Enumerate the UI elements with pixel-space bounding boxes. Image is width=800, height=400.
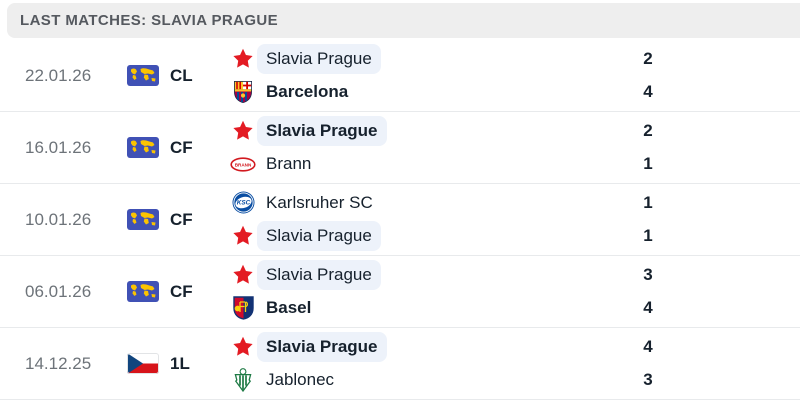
basel-logo — [230, 295, 256, 321]
match-row[interactable]: 06.01.26 CF Slavia Prague Basel 3 4 — [0, 256, 800, 328]
team-score: 4 — [643, 298, 653, 318]
karlsruher-sc-logo — [230, 190, 256, 216]
team-score: 2 — [643, 120, 653, 140]
match-teams: Karlsruher SC Slavia Prague — [230, 184, 628, 255]
match-row[interactable]: 22.01.26 CL Slavia Prague Barcelona 2 4 — [0, 40, 800, 112]
match-row[interactable]: 10.01.26 CF Karlsruher SC Slavia Prague … — [0, 184, 800, 256]
team-line[interactable]: Slavia Prague — [230, 42, 628, 76]
barcelona-logo — [230, 79, 256, 105]
competition-label: CF — [170, 209, 193, 229]
match-scores: 2 4 — [628, 40, 668, 111]
team-name: Slavia Prague — [257, 259, 381, 290]
competition: CF — [127, 256, 230, 327]
slavia-prague-logo — [230, 118, 256, 144]
team-name: Brann — [266, 154, 312, 174]
jablonec-logo — [230, 367, 256, 393]
slavia-prague-logo — [230, 223, 256, 249]
team-name: Slavia Prague — [257, 43, 381, 74]
row-spacer — [668, 328, 800, 399]
match-row[interactable]: 16.01.26 CF Slavia Prague Brann 2 1 — [0, 112, 800, 184]
match-scores: 1 1 — [628, 184, 668, 255]
match-scores: 4 3 — [628, 328, 668, 399]
team-line[interactable]: Brann — [230, 148, 628, 182]
team-score: 3 — [643, 264, 653, 284]
row-spacer — [668, 40, 800, 111]
team-name: Slavia Prague — [257, 221, 381, 252]
match-date: 06.01.26 — [25, 281, 92, 301]
team-score: 4 — [643, 82, 653, 102]
match-teams: Slavia Prague Barcelona — [230, 40, 628, 111]
competition-label: CL — [170, 65, 193, 85]
match-teams: Slavia Prague Basel — [230, 256, 628, 327]
competition: 1L — [127, 328, 230, 399]
team-line[interactable]: Slavia Prague — [230, 114, 628, 148]
team-name: Barcelona — [266, 82, 349, 102]
panel-title: LAST MATCHES: SLAVIA PRAGUE — [20, 12, 279, 29]
competition: CF — [127, 184, 230, 255]
team-line[interactable]: Slavia Prague — [230, 220, 628, 254]
match-date: 16.01.26 — [25, 137, 92, 157]
team-name: Basel — [266, 298, 312, 318]
team-line[interactable]: Slavia Prague — [230, 258, 628, 292]
competition-label: CF — [170, 137, 193, 157]
team-score: 3 — [643, 370, 653, 390]
slavia-prague-logo — [230, 46, 256, 72]
team-name: Slavia Prague — [257, 331, 387, 362]
competition-label: CF — [170, 281, 193, 301]
row-spacer — [668, 112, 800, 183]
match-date: 22.01.26 — [25, 65, 92, 85]
competition: CL — [127, 40, 230, 111]
match-list: 22.01.26 CL Slavia Prague Barcelona 2 4 — [0, 40, 800, 400]
match-row[interactable]: 14.12.25 1L Slavia Prague Jablonec 4 3 — [0, 328, 800, 400]
team-line[interactable]: Slavia Prague — [230, 330, 628, 364]
world-flag-icon — [127, 209, 159, 230]
competition: CF — [127, 112, 230, 183]
row-spacer — [668, 256, 800, 327]
team-score: 1 — [643, 226, 653, 246]
team-name: Karlsruher SC — [266, 192, 373, 212]
row-spacer — [668, 184, 800, 255]
team-line[interactable]: Jablonec — [230, 364, 628, 398]
team-name: Jablonec — [266, 370, 335, 390]
world-flag-icon — [127, 65, 159, 86]
team-line[interactable]: Basel — [230, 292, 628, 326]
team-score: 1 — [643, 154, 653, 174]
team-line[interactable]: Barcelona — [230, 76, 628, 110]
slavia-prague-logo — [230, 334, 256, 360]
slavia-prague-logo — [230, 262, 256, 288]
czech-flag-icon — [127, 353, 159, 374]
match-date: 14.12.25 — [25, 353, 92, 373]
last-matches-panel: LAST MATCHES: SLAVIA PRAGUE 22.01.26 CL … — [0, 3, 800, 400]
competition-label: 1L — [170, 353, 190, 373]
team-line[interactable]: Karlsruher SC — [230, 186, 628, 220]
match-scores: 3 4 — [628, 256, 668, 327]
match-scores: 2 1 — [628, 112, 668, 183]
world-flag-icon — [127, 137, 159, 158]
team-score: 2 — [643, 48, 653, 68]
match-teams: Slavia Prague Brann — [230, 112, 628, 183]
world-flag-icon — [127, 281, 159, 302]
match-teams: Slavia Prague Jablonec — [230, 328, 628, 399]
team-score: 4 — [643, 336, 653, 356]
team-name: Slavia Prague — [257, 115, 387, 146]
match-date: 10.01.26 — [25, 209, 92, 229]
panel-header: LAST MATCHES: SLAVIA PRAGUE — [7, 3, 800, 38]
brann-logo — [230, 151, 256, 177]
team-score: 1 — [643, 192, 653, 212]
